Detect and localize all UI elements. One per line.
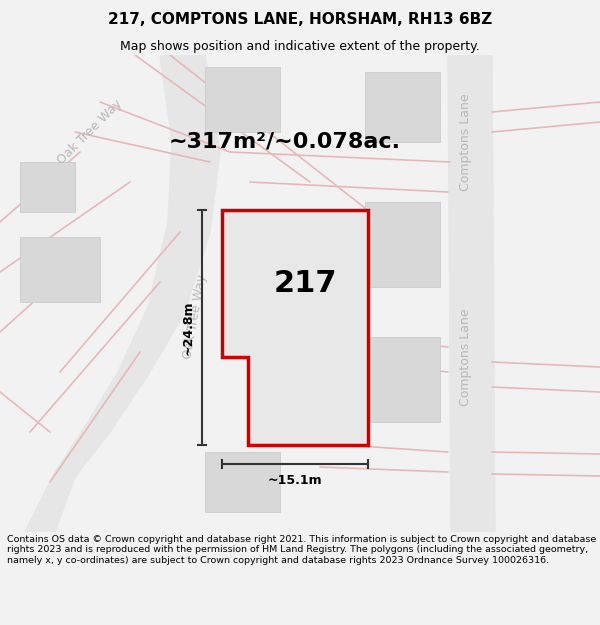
Polygon shape [448,55,495,532]
Bar [365,202,440,287]
Polygon shape [25,55,220,532]
Bar [205,452,280,512]
Text: Comptons Lane: Comptons Lane [458,93,472,191]
Text: 217: 217 [273,269,337,298]
Text: ~15.1m: ~15.1m [268,474,322,487]
Bar [365,337,440,422]
Text: Oak Tree Way: Oak Tree Way [181,274,209,361]
Bar [20,237,100,302]
Text: Map shows position and indicative extent of the property.: Map shows position and indicative extent… [120,39,480,52]
Bar [20,162,75,212]
Text: Contains OS data © Crown copyright and database right 2021. This information is : Contains OS data © Crown copyright and d… [7,535,596,564]
Text: ~24.8m: ~24.8m [182,300,195,355]
Text: Comptons Lane: Comptons Lane [458,308,472,406]
Bar [205,67,280,132]
Text: Oak Tree Way: Oak Tree Way [55,97,125,167]
Polygon shape [222,210,368,445]
Bar [365,72,440,142]
Text: ~317m²/~0.078ac.: ~317m²/~0.078ac. [169,132,401,152]
Text: 217, COMPTONS LANE, HORSHAM, RH13 6BZ: 217, COMPTONS LANE, HORSHAM, RH13 6BZ [108,12,492,27]
